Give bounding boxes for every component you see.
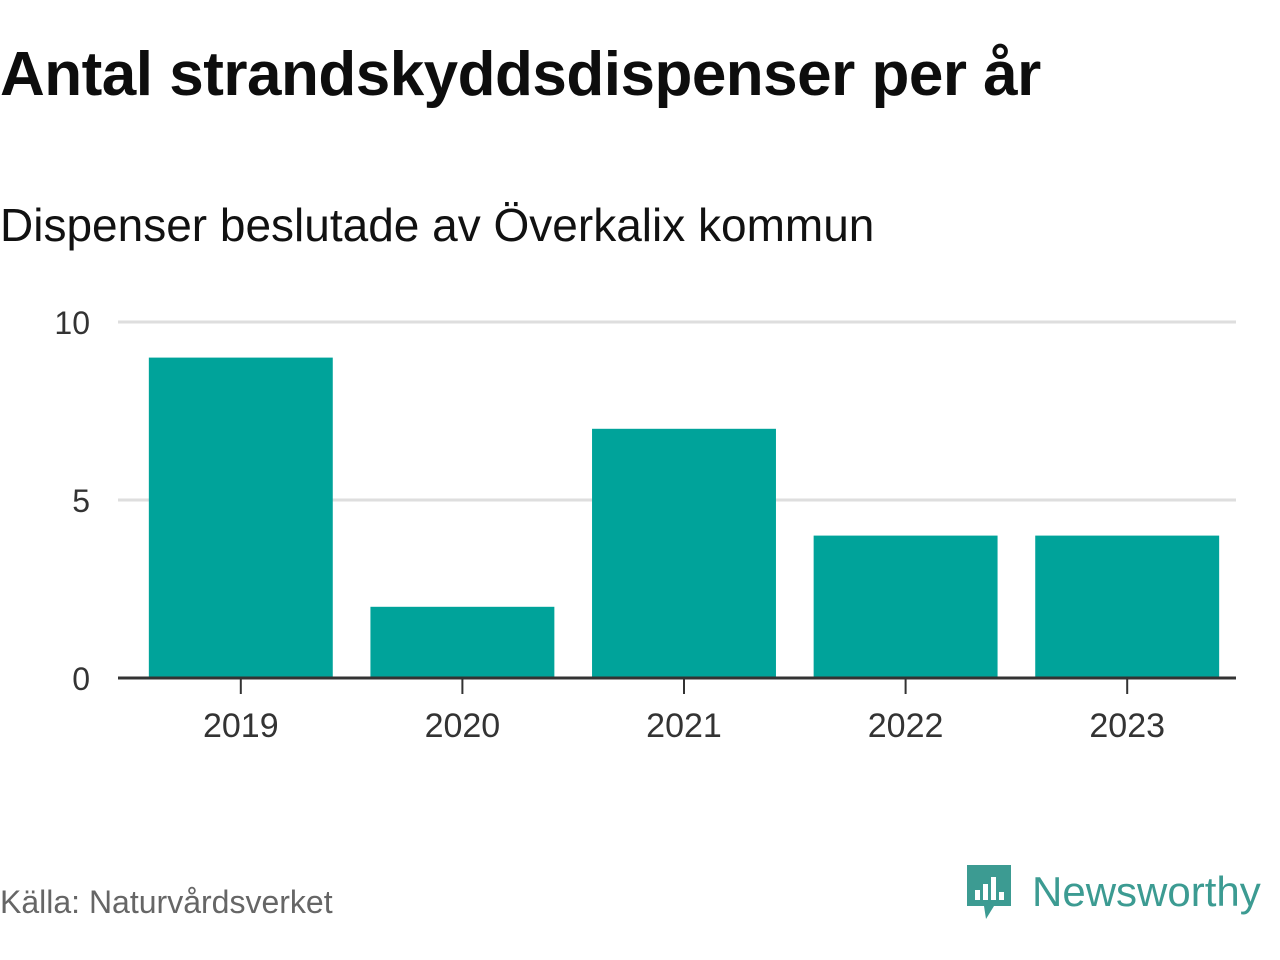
chart-title: Antal strandskyddsdispenser per år bbox=[0, 40, 1041, 109]
brand-name: Newsworthy bbox=[1032, 868, 1261, 915]
y-tick-label: 0 bbox=[72, 661, 90, 697]
chart-subtitle: Dispenser beslutade av Överkalix kommun bbox=[0, 199, 875, 251]
x-tick-label: 2019 bbox=[203, 707, 279, 745]
brand-logo: Newsworthy bbox=[964, 862, 1261, 922]
source-note: Källa: Naturvårdsverket bbox=[0, 884, 333, 920]
bar-2020 bbox=[370, 606, 555, 678]
x-tick-label: 2021 bbox=[646, 707, 722, 745]
bar-2019 bbox=[148, 357, 333, 678]
y-tick-label: 10 bbox=[54, 305, 90, 341]
bar-2023 bbox=[1035, 535, 1220, 678]
bar-2022 bbox=[813, 535, 998, 678]
x-tick-label: 2022 bbox=[868, 707, 944, 745]
x-tick-label: 2020 bbox=[425, 707, 501, 745]
x-tick-label: 2023 bbox=[1089, 707, 1165, 745]
newsworthy-logo-icon bbox=[967, 865, 1011, 919]
y-tick-label: 5 bbox=[72, 483, 90, 519]
bar-chart: 0 5 10 2019 2020 2021 2022 2023 bbox=[54, 305, 1236, 745]
bar-2021 bbox=[592, 428, 776, 678]
